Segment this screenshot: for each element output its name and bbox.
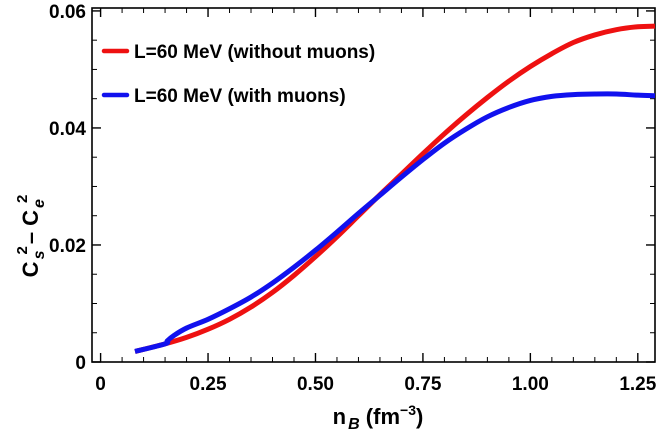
x-tick-label: 1.25 [619,374,656,395]
y-axis-label-sup1: 2 [14,246,31,254]
legend: L=60 MeV (without muons) L=60 MeV (with … [101,42,375,107]
series-line-without-muons [134,23,656,354]
x-tick-label: 0 [95,374,106,395]
x-tick-label: 0.50 [297,374,334,395]
y-axis-label-mid: – C [18,210,43,244]
x-axis-ticks: 0 0.25 0.50 0.75 1.00 1.25 [95,8,657,395]
y-axis-label-c1: C [18,261,43,277]
y-tick-label: 0 [75,353,86,374]
y-tick-label: 0.04 [49,119,86,140]
y-tick-label: 0.06 [49,2,86,23]
x-axis-label-unit-sup: −3 [400,402,416,418]
x-axis-label-sub: B [348,416,360,433]
y-axis-label-s1: s [31,250,48,259]
series-lines [134,23,656,354]
x-tick-label: 0.25 [190,374,227,395]
legend-label-with-muons: L=60 MeV (with muons) [134,86,346,107]
y-axis-label-s2: e [31,199,48,208]
x-tick-label: 1.00 [512,374,549,395]
x-axis-label-unit-post: ) [416,404,423,429]
x-tick-label: 0.75 [404,374,441,395]
series-line-with-muons [134,91,656,354]
y-axis-ticks: 0 0.02 0.04 0.06 [49,2,655,374]
y-tick-label: 0.02 [49,236,86,257]
y-axis-label-sup2: 2 [14,195,31,203]
y-axis-label: Cs2– Ce2 [14,195,48,278]
x-axis-label-main: n [333,404,346,429]
x-axis-label-unit-pre: (fm [360,404,400,429]
plot-frame [91,7,656,363]
legend-label-without-muons: L=60 MeV (without muons) [134,42,375,63]
